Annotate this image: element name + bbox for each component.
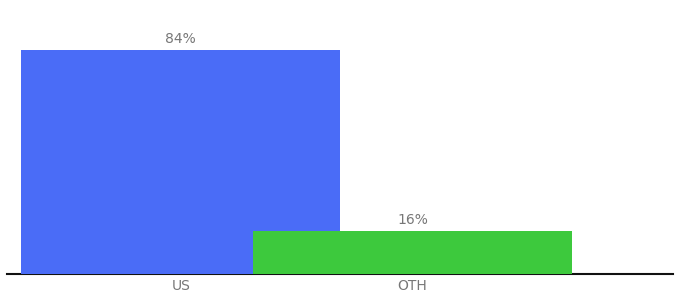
Bar [22,50,340,274]
Bar [253,231,572,274]
Text: 84%: 84% [165,32,196,46]
Text: 16%: 16% [397,213,428,227]
